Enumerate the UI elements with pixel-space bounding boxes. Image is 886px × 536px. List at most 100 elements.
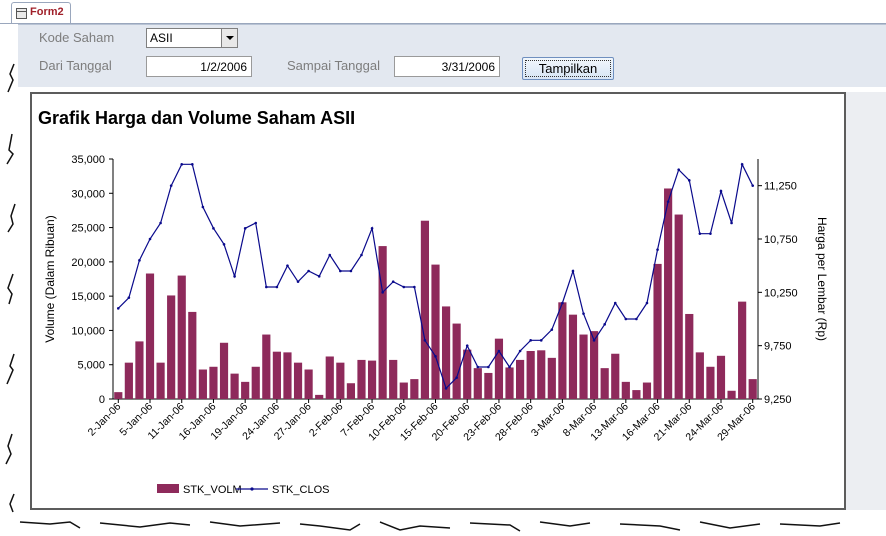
volume-bar (494, 338, 504, 399)
volume-bar (642, 382, 652, 399)
price-point (635, 317, 638, 321)
price-point (233, 275, 236, 278)
volume-bar (367, 360, 377, 399)
y-axis-title: Volume (Dalam Ribuan) (43, 215, 57, 342)
price-point (582, 312, 585, 315)
volume-bar (283, 352, 292, 399)
chart-margin-shade (846, 92, 886, 510)
y-tick-label: 10,000 (71, 325, 105, 337)
price-point (201, 205, 205, 209)
price-point (518, 349, 522, 353)
price-point (360, 253, 363, 257)
volume-bar (664, 188, 673, 399)
volume-bar (706, 366, 715, 399)
price-point (328, 253, 332, 257)
volume-bar (188, 311, 197, 399)
volume-bar (484, 372, 493, 399)
dari-tanggal-label: Dari Tanggal (39, 58, 112, 73)
price-point (349, 269, 353, 273)
volume-bar (272, 351, 281, 399)
price-point (677, 168, 680, 171)
price-point (624, 317, 628, 321)
price-point (423, 339, 427, 342)
y-tick-label: 20,000 (71, 257, 105, 269)
price-point (444, 387, 448, 390)
price-point (539, 339, 543, 342)
price-point (212, 227, 215, 230)
y-tick-label: 0 (99, 394, 105, 406)
price-point (222, 243, 226, 246)
tampilkan-button[interactable]: Tampilkan (522, 57, 614, 80)
x-tick-label: 2-Jan-06 (86, 401, 124, 439)
volume-bar (262, 334, 271, 399)
price-point (307, 269, 310, 273)
legend-price-label: STK_CLOS (272, 484, 329, 496)
volume-bar (463, 349, 472, 399)
price-point (169, 184, 173, 187)
tab-form2[interactable]: Form2 (11, 2, 71, 23)
price-point (613, 301, 617, 305)
form-icon (16, 8, 27, 19)
price-point (656, 248, 659, 251)
price-point (243, 227, 247, 230)
volume-bar (114, 392, 123, 399)
price-point (719, 189, 723, 193)
kode-saham-combobox[interactable]: ASII (146, 28, 238, 48)
volume-bar (410, 379, 419, 399)
volume-bar (727, 390, 736, 399)
volume-bar (135, 341, 144, 399)
price-point (286, 264, 289, 267)
volume-bar (516, 359, 525, 399)
volume-bar (420, 220, 430, 399)
price-point (730, 221, 733, 225)
legend-volume-label: STK_VOLM (183, 484, 242, 496)
price-point (740, 163, 744, 166)
price-point (180, 163, 184, 166)
volume-bar (579, 334, 588, 399)
torn-edge-bottom (0, 520, 886, 536)
price-point (402, 285, 406, 289)
volume-bar (304, 369, 313, 399)
y-tick-label: 25,000 (71, 223, 105, 235)
volume-bar (748, 379, 757, 399)
volume-bar (452, 323, 461, 399)
volume-bar (230, 373, 239, 399)
price-point (561, 301, 564, 305)
volume-bar (241, 381, 250, 399)
price-point (296, 280, 300, 283)
volume-bar (568, 314, 578, 399)
y2-tick-label: 9,750 (764, 341, 792, 353)
price-point (476, 365, 480, 369)
price-point (592, 339, 596, 342)
volume-bar (590, 331, 599, 399)
price-point (455, 376, 458, 379)
sampai-tanggal-field[interactable]: 3/31/2006 (394, 56, 500, 77)
price-point (391, 280, 395, 283)
volume-bar (441, 306, 451, 399)
price-point (666, 200, 670, 203)
volume-bar (251, 366, 260, 399)
x-tick-label: 3-Mar-06 (529, 401, 568, 440)
dari-tanggal-field[interactable]: 1/2/2006 (146, 56, 252, 77)
volume-bar (558, 302, 567, 399)
volume-bar (716, 355, 726, 399)
volume-bar (325, 356, 334, 399)
volume-bar (209, 366, 218, 399)
sampai-tanggal-label: Sampai Tanggal (287, 58, 380, 73)
price-point (116, 307, 120, 310)
torn-edge-left (0, 24, 18, 536)
volume-bar (537, 350, 546, 399)
price-point (571, 269, 575, 273)
tab-form2-label: Form2 (30, 6, 64, 18)
volume-bar (357, 359, 366, 399)
legend-price-marker (250, 487, 254, 491)
volume-bar (293, 362, 303, 399)
y2-tick-label: 11,250 (764, 181, 797, 193)
chevron-down-icon[interactable] (221, 29, 237, 47)
legend-volume-swatch (157, 484, 179, 493)
price-point (275, 285, 279, 289)
volume-bar (473, 368, 482, 399)
price-point (487, 365, 490, 369)
volume-bar (738, 301, 747, 399)
